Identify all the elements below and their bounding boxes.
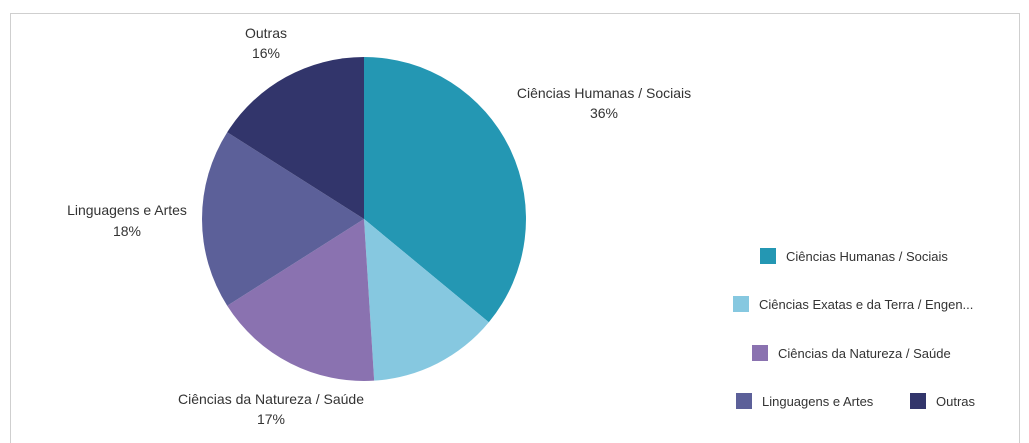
chart-frame [10, 13, 1020, 443]
pie-slice-natureza[interactable] [227, 219, 375, 381]
legend-label-humanas: Ciências Humanas / Sociais [786, 248, 948, 264]
legend-item-humanas[interactable]: Ciências Humanas / Sociais [760, 248, 948, 264]
legend-label-natureza: Ciências da Natureza / Saúde [778, 345, 951, 361]
pie-slices [202, 57, 526, 381]
legend-item-linguagens[interactable]: Linguagens e Artes [736, 393, 873, 409]
legend-swatch-linguagens [736, 393, 752, 409]
pie-chart: Ciências Humanas / Sociais 36% Ciências … [67, 25, 691, 427]
pie-slice-humanas[interactable] [364, 57, 526, 323]
legend-label-exatas: Ciências Exatas e da Terra / Engen... [759, 296, 974, 312]
pie-slice-exatas[interactable] [364, 219, 489, 381]
slice-label-pct-humanas: 36% [590, 105, 618, 121]
legend-label-outras: Outras [936, 393, 976, 409]
legend-swatch-natureza [752, 345, 768, 361]
slice-label-name-linguagens: Linguagens e Artes [67, 202, 187, 218]
slice-label-pct-natureza: 17% [257, 411, 285, 427]
legend-swatch-outras [910, 393, 926, 409]
slice-label-name-natureza: Ciências da Natureza / Saúde [178, 391, 364, 407]
slice-label-name-outras: Outras [245, 25, 287, 41]
legend-swatch-humanas [760, 248, 776, 264]
pie-slice-outras[interactable] [227, 57, 364, 219]
legend-label-linguagens: Linguagens e Artes [762, 393, 874, 409]
pie-slice-linguagens[interactable] [202, 132, 364, 306]
legend-item-outras[interactable]: Outras [910, 393, 975, 409]
slice-label-name-humanas: Ciências Humanas / Sociais [517, 85, 691, 101]
slice-label-pct-outras: 16% [252, 45, 280, 61]
legend-swatch-exatas [733, 296, 749, 312]
slice-label-pct-linguagens: 18% [113, 223, 141, 239]
legend-item-exatas[interactable]: Ciências Exatas e da Terra / Engen... [733, 296, 973, 312]
legend-item-natureza[interactable]: Ciências da Natureza / Saúde [752, 345, 951, 361]
